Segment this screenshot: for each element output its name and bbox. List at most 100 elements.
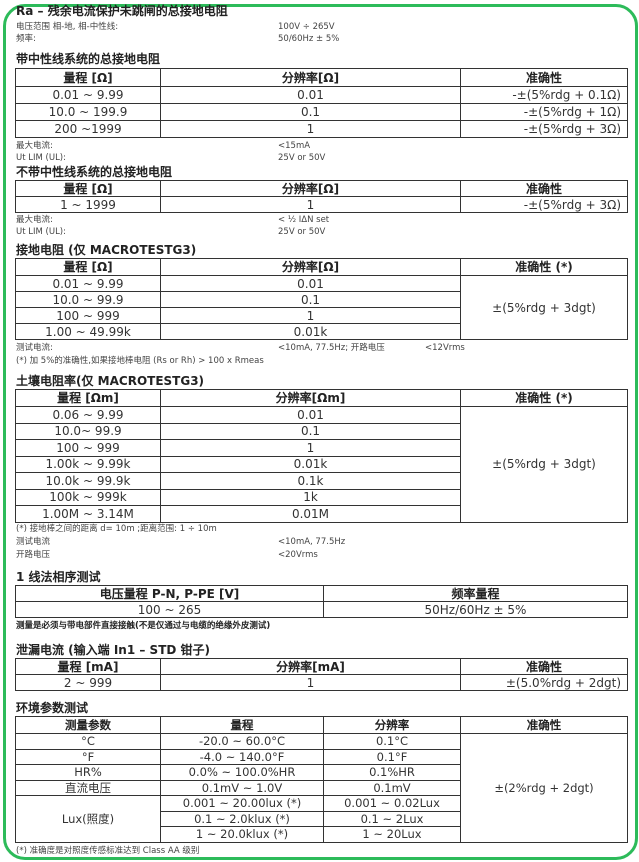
table-row: 1 ~ 1999 1 -±(5%rdg + 3Ω) [15,196,628,213]
note-value: 25V or 50V [278,227,326,237]
table-phase-sequence: 电压量程 P-N, P-PE [V] 频率量程 100 ~ 265 50Hz/60H… [15,585,628,618]
table-soil-resistivity: 量程 [Ωm] 分辨率[Ωm] 准确性 (*) 0.06 ~ 9.99 0.01 ±(5… [15,389,628,523]
col-header: 量程 [Ω] [15,258,161,276]
cell: -±(5%rdg + 3Ω) [460,120,628,138]
cell: 0.1 ~ 2Lux [323,810,461,827]
table-row: 10.0 ~ 199.9 0.1 -±(5%rdg + 1Ω) [15,103,628,121]
cell: 1 [160,196,461,213]
col-header: 分辨率[Ωm] [160,389,461,407]
table-row: °C -20.0 ~ 60.0°C 0.1°C ±(2%rdg + 2dgt) [15,733,628,843]
cell: 0.1k [160,472,461,490]
cell: 0.1°C [323,733,461,750]
col-header: 量程 [mA] [15,658,161,675]
intro-value: 100V ÷ 265V [278,22,335,32]
cell: 0.06 ~ 9.99 [15,406,161,424]
col-header: 分辨率[Ω] [160,180,461,197]
section-heading: 土壤电阻率(仅 MACROTESTG3) [16,374,205,388]
col-header: 电压量程 P-N, P-PE [V] [15,585,324,602]
cell: 0.1°F [323,748,461,765]
note-label: Ut LIM (UL): [16,227,66,237]
section-heading: 环境参数测试 [16,701,89,715]
footnote: 测量是必须与带电部件直接接触(不是仅通过与电缆的绝缘外皮测试) [16,621,271,631]
section-heading: 1 线法相序测试 [16,570,101,584]
cell: 100 ~ 999 [15,307,161,324]
table-row: 1.00M ~ 3.14M 0.01M [15,505,628,523]
cell: 0.1mV ~ 1.0V [160,779,324,796]
accuracy-cell: ±(2%rdg + 2dgt) [460,733,628,843]
cell: 0.01 ~ 9.99 [15,275,161,292]
cell: 1 [160,307,461,324]
cell: 1.00 ~ 49.99k [15,323,161,340]
table-row: 100 ~ 265 50Hz/60Hz ± 5% [15,601,628,618]
table-row: HR% 0.0% ~ 100.0%HR 0.1%HR [15,764,628,781]
cell: 1.00M ~ 3.14M [15,505,161,523]
cell: 0.001 ~ 0.02Lux [323,795,461,812]
cell: 0.1 ~ 2.0klux (*) [160,810,324,827]
cell: 0.0% ~ 100.0%HR [160,764,324,781]
col-header: 频率量程 [323,585,628,602]
cell: 0.01 [160,275,461,292]
table-row: 1.00k ~ 9.99k 0.01k [15,455,628,473]
note-value: <12Vrms [425,343,465,353]
table-environment: 测量参数 量程 分辨率 准确性 °C -20.0 ~ 60.0°C 0.1°C ±(2%rd… [15,716,628,843]
section-heading: 接地电阻 (仅 MACROTESTG3) [16,243,197,257]
table-row: 0.06 ~ 9.99 0.01 ±(5%rdg + 3dgt) [15,406,628,523]
cell: 100 ~ 999 [15,439,161,457]
cell: 100 ~ 265 [15,601,324,618]
col-header: 准确性 (*) [460,258,628,276]
cell: 2 ~ 999 [15,674,161,691]
cell: 1 ~ 20.0klux (*) [160,826,324,843]
cell: 直流电压 [15,779,161,796]
table-tn: 量程 [Ω] 分辨率[Ω] 准确性 0.01 ~ 9.99 0.01 -±(5%rdg … [15,68,628,138]
cell: 50Hz/60Hz ± 5% [323,601,628,618]
note-label: 最大电流: [16,215,53,225]
cell: 0.1 [160,103,461,121]
table-row: 1.00 ~ 49.99k 0.01k [15,323,628,340]
note-label: Ut LIM (UL): [16,153,66,163]
col-header: 准确性 [460,716,628,734]
note-value: <20Vrms [278,550,318,560]
cell: 1k [160,488,461,506]
note-value: <10mA, 77.5Hz [278,537,346,547]
col-header: 分辨率 [323,716,461,734]
col-header: 测量参数 [15,716,161,734]
cell: °C [15,733,161,750]
col-header: 量程 [Ω] [15,68,161,87]
table-row: 0.01 ~ 9.99 0.01 ±(5%rdg + 3dgt) [15,275,628,340]
table-row: 100 ~ 999 1 [15,439,628,457]
page-frame [3,4,638,860]
cell: 1 ~ 20Lux [323,826,461,843]
table-row: 100 ~ 999 1 [15,307,628,324]
cell: 10.0k ~ 99.9k [15,472,161,490]
table-row: 0.01 ~ 9.99 0.01 -±(5%rdg + 0.1Ω) [15,86,628,104]
cell: 0.01k [160,323,461,340]
cell: -±(5%rdg + 3Ω) [460,196,628,213]
section-heading: 带中性线系统的总接地电阻 [16,52,161,66]
table-earth-resistance: 量程 [Ω] 分辨率[Ω] 准确性 (*) 0.01 ~ 9.99 0.01 ±(5%r… [15,258,628,340]
cell: 0.001 ~ 20.00lux (*) [160,795,324,812]
cell: 10.0 ~ 199.9 [15,103,161,121]
cell: 0.1%HR [323,764,461,781]
cell: 1.00k ~ 9.99k [15,455,161,473]
table-row: 2 ~ 999 1 ±(5.0%rdg + 2dgt) [15,674,628,691]
intro-label: 电压范围 相-地, 相-中性线: [16,22,119,32]
cell: 0.1 [160,422,461,440]
col-header: 准确性 [460,68,628,87]
cell: -±(5%rdg + 1Ω) [460,103,628,121]
note-value: <15mA [278,141,311,151]
cell: 0.01 ~ 9.99 [15,86,161,104]
footnote: (*) 加 5%的准确性,如果接地棒电阻 (Rs or Rh) > 100 x … [16,356,264,366]
note-label: 最大电流: [16,141,53,151]
col-header: 分辨率[mA] [160,658,461,675]
cell: Lux(照度) [15,795,161,843]
table-row: 1 ~ 20.0klux (*) 1 ~ 20Lux [16,826,628,843]
cell: 1 ~ 1999 [15,196,161,213]
page-title: Ra – 残余电流保护未跳闸的总接地电阻 [16,4,228,18]
col-header: 准确性 [460,658,628,675]
table-row: 10.0 ~ 99.9 0.1 [15,291,628,308]
cell: 1 [160,120,461,138]
footnote: (*) 接地棒之间的距离 d= 10m ;距离范围: 1 ÷ 10m [16,524,217,534]
footnote: (*) 准确度是对照度传感标准达到 Class AA 级别 [16,846,200,856]
table-leakage-current: 量程 [mA] 分辨率[mA] 准确性 2 ~ 999 1 ±(5.0%rdg + 2d… [15,658,628,691]
